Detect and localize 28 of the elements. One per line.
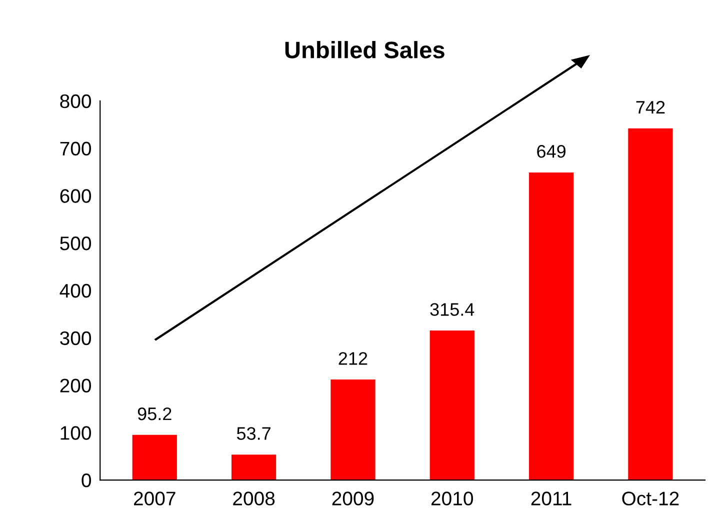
bar xyxy=(231,454,276,480)
x-tick-label: 2011 xyxy=(531,492,572,506)
x-tick-label: 2007 xyxy=(134,492,176,506)
bar xyxy=(330,380,376,480)
x-tick-label: 2008 xyxy=(233,492,275,506)
x-tick-label: 2010 xyxy=(431,492,473,506)
x-tick-label: Oct-12 xyxy=(622,492,679,506)
y-tick-label: 700 xyxy=(60,142,92,156)
data-label: 212 xyxy=(338,352,368,365)
y-tick-label: 100 xyxy=(60,426,92,440)
bar xyxy=(628,128,673,480)
x-tick-label: 2009 xyxy=(332,492,374,506)
y-tick-label: 0 xyxy=(82,473,92,488)
y-tick-label: 500 xyxy=(60,236,92,250)
data-label: 315.4 xyxy=(430,303,474,316)
bar xyxy=(132,434,177,480)
y-tick-label: 300 xyxy=(60,331,92,346)
bar xyxy=(430,330,474,480)
y-tick-label: 400 xyxy=(60,284,92,298)
y-tick-label: 200 xyxy=(60,378,92,392)
bar xyxy=(528,172,574,480)
data-label: 95.2 xyxy=(138,407,172,420)
data-label: 53.7 xyxy=(236,427,270,440)
chart-title: Unbilled Sales xyxy=(285,41,444,58)
data-label: 742 xyxy=(636,100,665,114)
y-tick-label: 800 xyxy=(60,94,92,108)
y-tick-label: 600 xyxy=(60,189,92,203)
data-label: 649 xyxy=(537,144,566,158)
